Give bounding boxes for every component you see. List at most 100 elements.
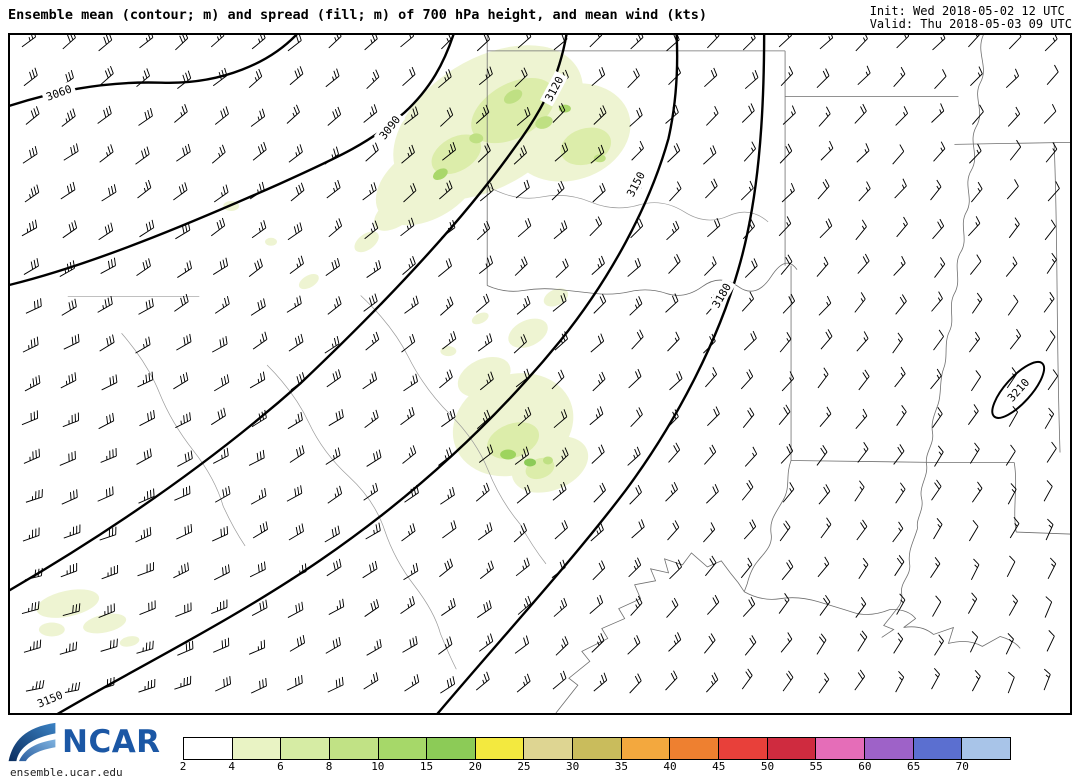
wind-barb [930, 179, 942, 201]
wind-barb [779, 143, 793, 164]
wind-barb [324, 336, 340, 354]
wind-barb [99, 144, 114, 163]
wind-barb [740, 369, 754, 390]
colorbar-segment [184, 738, 232, 759]
wind-barb [968, 216, 981, 237]
wind-barb [402, 256, 416, 275]
wind-barb [139, 600, 156, 616]
wind-barb [744, 446, 758, 467]
wind-barb [857, 442, 869, 463]
wind-barb [1008, 35, 1022, 50]
wind-barb [741, 668, 753, 690]
wind-barb [932, 407, 943, 428]
wind-barb [326, 369, 342, 388]
wind-barb [591, 444, 605, 464]
wind-barb [136, 448, 152, 465]
wind-barb [893, 66, 906, 88]
wind-barb [589, 594, 604, 614]
wind-barb [478, 444, 494, 463]
wind-barb [366, 449, 382, 467]
wind-barb [740, 180, 754, 201]
wind-barb [818, 672, 830, 694]
wind-barb [362, 182, 377, 201]
wind-barb [439, 558, 453, 578]
wind-barb [23, 448, 40, 464]
wind-barb [175, 412, 191, 429]
wind-barb [328, 409, 344, 427]
wind-barb [666, 597, 679, 618]
wind-barb [934, 69, 947, 90]
wind-barb [210, 407, 226, 426]
wind-barb [59, 641, 78, 655]
wind-barb [855, 597, 867, 618]
wind-barb [212, 257, 229, 275]
wind-barb [138, 298, 154, 315]
wind-barb [1045, 142, 1058, 163]
wind-barb [138, 108, 153, 126]
wind-barb [707, 217, 721, 238]
wind-barb [62, 35, 76, 50]
colorbar-segment [620, 738, 670, 759]
wind-barb [1009, 517, 1020, 539]
wind-barb [139, 410, 156, 427]
wind-barb [968, 520, 979, 542]
wind-barb [707, 35, 720, 49]
wind-barb [1043, 668, 1051, 691]
wind-barb [517, 218, 532, 238]
ncar-logo-text: NCAR [62, 723, 161, 760]
wind-barb [439, 369, 453, 389]
wind-barb [971, 181, 983, 203]
colorbar-segment [377, 738, 427, 759]
footer: NCAR ensemble.ucar.edu 2 4 6 8 10 15 20 25 30 35 4… [0, 715, 1080, 781]
wind-barb [250, 108, 266, 127]
wind-barb [552, 670, 567, 690]
wind-barb [778, 216, 792, 237]
colorbar-segment [523, 738, 573, 759]
wind-barb [327, 676, 344, 693]
colorbar-tick-label: 60 [858, 760, 872, 773]
wind-barb [893, 632, 904, 654]
wind-barb [25, 489, 43, 503]
wind-barb [251, 220, 267, 239]
wind-barb [401, 144, 415, 164]
wind-barb [665, 481, 679, 502]
wind-barb [555, 636, 569, 656]
wind-barb [289, 634, 306, 652]
wind-barb [1008, 217, 1020, 239]
wind-barb [440, 296, 454, 316]
wind-barb [892, 144, 905, 165]
wind-barb [176, 523, 193, 540]
wind-barb [930, 368, 942, 390]
wind-barb [778, 404, 791, 426]
wind-barb [440, 107, 454, 127]
wind-barb [177, 450, 193, 467]
wind-barb [326, 179, 341, 199]
wind-barb [60, 181, 76, 200]
wind-barb [327, 485, 343, 504]
wind-barb [593, 482, 606, 503]
wind-barb [744, 258, 758, 278]
wind-barb [287, 411, 303, 430]
wind-barb [1043, 480, 1053, 502]
wind-barb [668, 253, 681, 274]
wind-barb [250, 298, 266, 316]
wind-barb [934, 445, 944, 467]
wind-barb [934, 634, 944, 656]
wind-barb [136, 68, 151, 88]
wind-barb [1044, 407, 1055, 429]
wind-barb [326, 558, 342, 577]
wind-barb [1046, 630, 1055, 652]
wind-barb [366, 638, 382, 656]
wind-barb [365, 522, 381, 540]
wind-barb [363, 482, 379, 501]
wind-barb [139, 35, 154, 49]
wind-barb [741, 480, 754, 501]
wind-barb [551, 180, 565, 201]
wind-barb [249, 561, 266, 578]
wind-barb [177, 70, 192, 90]
wind-barb [780, 443, 794, 464]
wind-barb [475, 293, 490, 313]
wind-barb [325, 68, 340, 88]
wind-barb [139, 219, 155, 238]
